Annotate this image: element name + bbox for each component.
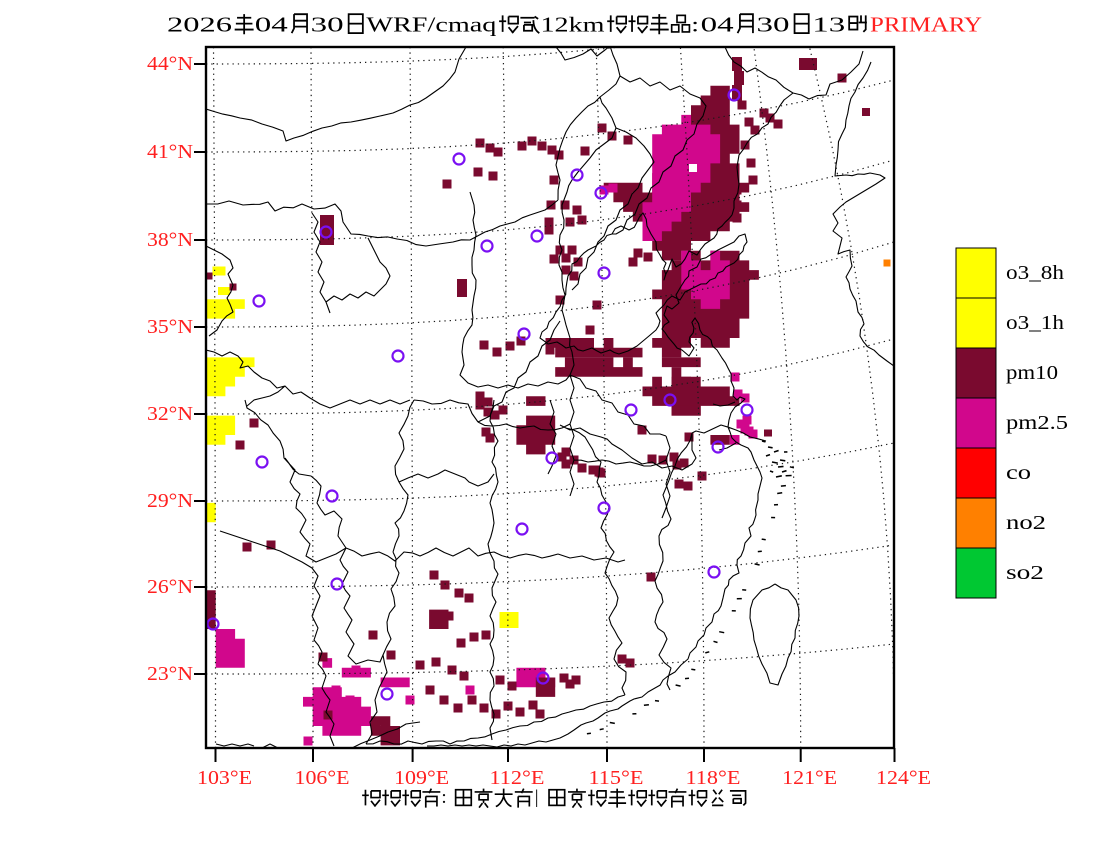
svg-text:2026: 2026 (167, 13, 232, 37)
svg-text:32°N: 32°N (147, 403, 193, 425)
svg-text:o3_8h: o3_8h (1006, 262, 1064, 284)
svg-text:o3_1h: o3_1h (1006, 312, 1064, 334)
svg-text:106°E: 106°E (295, 767, 350, 789)
svg-text:no2: no2 (1006, 512, 1046, 534)
svg-text:41°N: 41°N (147, 141, 193, 163)
svg-text:13: 13 (812, 13, 845, 37)
svg-text::: : (691, 13, 699, 37)
svg-text:|: | (535, 787, 539, 808)
svg-text:112°E: 112°E (490, 767, 545, 789)
svg-text:pm10: pm10 (1006, 362, 1058, 384)
svg-text:29°N: 29°N (147, 490, 193, 512)
svg-text:124°E: 124°E (876, 767, 931, 789)
svg-text:44°N: 44°N (147, 53, 193, 75)
svg-text:04: 04 (255, 13, 288, 37)
svg-text:PRIMARY: PRIMARY (870, 13, 982, 37)
svg-text:118°E: 118°E (686, 767, 741, 789)
svg-text:121°E: 121°E (782, 767, 837, 789)
svg-text:so2: so2 (1006, 562, 1044, 584)
svg-text:109°E: 109°E (394, 767, 449, 789)
svg-text:38°N: 38°N (147, 229, 193, 251)
svg-text:103°E: 103°E (197, 767, 252, 789)
svg-text:35°N: 35°N (147, 316, 193, 338)
svg-text:115°E: 115°E (589, 767, 644, 789)
svg-text:pm2.5: pm2.5 (1006, 412, 1068, 434)
svg-text:26°N: 26°N (147, 576, 193, 598)
svg-text:30: 30 (311, 13, 344, 37)
svg-text:30: 30 (757, 13, 790, 37)
svg-text:12km: 12km (541, 13, 605, 37)
svg-text:WRF/cmaq: WRF/cmaq (366, 13, 496, 37)
svg-text::: : (441, 787, 446, 808)
svg-text:23°N: 23°N (147, 663, 193, 685)
svg-text:04: 04 (701, 13, 734, 37)
svg-text:co: co (1006, 462, 1031, 484)
